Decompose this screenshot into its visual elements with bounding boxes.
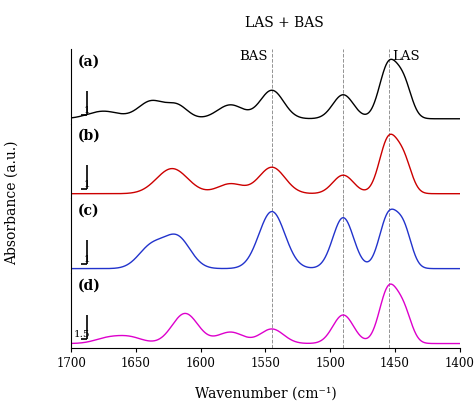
Text: Wavenumber (cm⁻¹): Wavenumber (cm⁻¹) — [194, 387, 337, 401]
Text: BAS: BAS — [239, 50, 268, 63]
Text: (b): (b) — [78, 129, 100, 143]
Text: LAS + BAS: LAS + BAS — [245, 16, 324, 30]
Text: (d): (d) — [78, 279, 100, 293]
Text: 1: 1 — [84, 106, 91, 115]
Text: LAS: LAS — [392, 50, 420, 63]
Text: (c): (c) — [78, 204, 99, 218]
Text: 1: 1 — [84, 181, 91, 190]
Text: 1: 1 — [84, 256, 91, 264]
Text: 1.5: 1.5 — [74, 330, 91, 339]
Text: Absorbance (a.u.): Absorbance (a.u.) — [5, 140, 19, 265]
Text: (a): (a) — [78, 54, 100, 68]
